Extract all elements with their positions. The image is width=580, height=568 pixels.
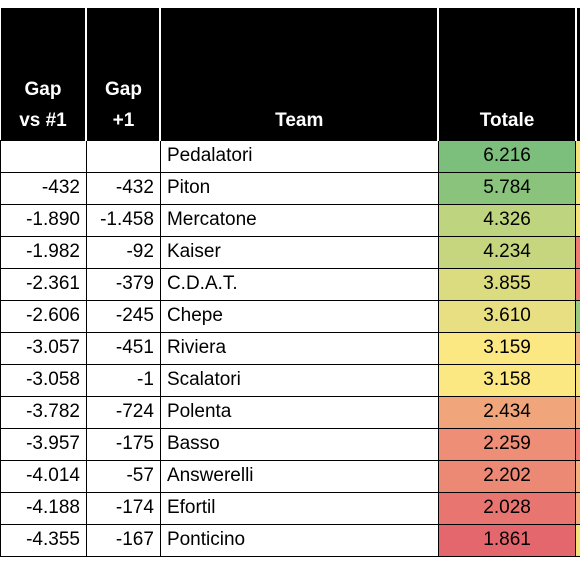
team-cell[interactable]: Scalatori: [159, 363, 439, 397]
gap-first-cell[interactable]: -1.890: [0, 203, 87, 237]
team-cell[interactable]: Efortil: [159, 491, 439, 525]
header-gap-prev-line2: +1: [112, 109, 135, 131]
header-team[interactable]: Team: [160, 8, 440, 140]
total-cell[interactable]: 3.855: [437, 267, 577, 301]
gap-prev-cell[interactable]: -432: [85, 171, 161, 205]
table-row: -432 -432 Piton 5.784: [0, 171, 580, 205]
gap-prev-cell[interactable]: -167: [85, 523, 161, 557]
next-column-cell[interactable]: [575, 235, 580, 269]
team-cell[interactable]: Mercatone: [159, 203, 439, 237]
total-cell[interactable]: 2.202: [437, 459, 577, 493]
gap-prev-cell[interactable]: -174: [85, 491, 161, 525]
gap-prev-cell[interactable]: -1: [85, 363, 161, 397]
total-cell[interactable]: 2.434: [437, 395, 577, 429]
gap-first-cell[interactable]: -1.982: [0, 235, 87, 269]
gap-first-cell[interactable]: -3.957: [0, 427, 87, 461]
gap-prev-cell[interactable]: -724: [85, 395, 161, 429]
gap-first-cell[interactable]: -3.058: [0, 363, 87, 397]
standings-table: Gap vs #1 Gap +1 Team Totale Pedalatori 6…: [0, 8, 580, 557]
next-column-cell[interactable]: [575, 395, 580, 429]
next-column-cell[interactable]: [575, 459, 580, 493]
next-column-cell[interactable]: [575, 139, 580, 173]
next-column-cell[interactable]: [575, 363, 580, 397]
total-cell[interactable]: 6.216: [437, 139, 577, 173]
team-cell[interactable]: C.D.A.T.: [159, 267, 439, 301]
team-cell[interactable]: Answerelli: [159, 459, 439, 493]
table-row: -2.606 -245 Chepe 3.610: [0, 299, 580, 333]
table-row: -3.057 -451 Riviera 3.159: [0, 331, 580, 365]
header-next-column[interactable]: [575, 8, 580, 140]
gap-prev-cell[interactable]: [85, 139, 161, 173]
team-cell[interactable]: Ponticino: [159, 523, 439, 557]
table-row: -3.058 -1 Scalatori 3.158: [0, 363, 580, 397]
gap-first-cell[interactable]: -3.782: [0, 395, 87, 429]
total-cell[interactable]: 2.259: [437, 427, 577, 461]
gap-first-cell[interactable]: -2.361: [0, 267, 87, 301]
table-row: Pedalatori 6.216: [0, 139, 580, 173]
table-row: -4.355 -167 Ponticino 1.861: [0, 523, 580, 557]
header-gap-first[interactable]: Gap vs #1: [0, 8, 88, 140]
team-cell[interactable]: Riviera: [159, 331, 439, 365]
team-cell[interactable]: Pedalatori: [159, 139, 439, 173]
gap-first-cell[interactable]: -4.188: [0, 491, 87, 525]
gap-first-cell[interactable]: -3.057: [0, 331, 87, 365]
header-gap-first-line2: vs #1: [19, 109, 67, 131]
next-column-cell[interactable]: [575, 427, 580, 461]
gap-prev-cell[interactable]: -379: [85, 267, 161, 301]
total-cell[interactable]: 3.158: [437, 363, 577, 397]
gap-first-cell[interactable]: -4.014: [0, 459, 87, 493]
header-gap-prev[interactable]: Gap +1: [86, 8, 162, 140]
header-gap-first-line1: Gap: [24, 78, 62, 100]
team-cell[interactable]: Chepe: [159, 299, 439, 333]
gap-prev-cell[interactable]: -57: [85, 459, 161, 493]
table-row: -1.890 -1.458 Mercatone 4.326: [0, 203, 580, 237]
total-cell[interactable]: 3.159: [437, 331, 577, 365]
table-row: -3.957 -175 Basso 2.259: [0, 427, 580, 461]
header-gap-prev-line1: Gap: [104, 78, 142, 100]
table-row: -3.782 -724 Polenta 2.434: [0, 395, 580, 429]
table-row: -1.982 -92 Kaiser 4.234: [0, 235, 580, 269]
header-total[interactable]: Totale: [438, 8, 577, 140]
gap-prev-cell[interactable]: -175: [85, 427, 161, 461]
table-row: -4.188 -174 Efortil 2.028: [0, 491, 580, 525]
next-column-cell[interactable]: [575, 331, 580, 365]
next-column-cell[interactable]: [575, 171, 580, 205]
gap-first-cell[interactable]: -2.606: [0, 299, 87, 333]
gap-first-cell[interactable]: -432: [0, 171, 87, 205]
next-column-cell[interactable]: [575, 523, 580, 557]
next-column-cell[interactable]: [575, 491, 580, 525]
total-cell[interactable]: 2.028: [437, 491, 577, 525]
next-column-cell[interactable]: [575, 267, 580, 301]
gap-first-cell[interactable]: -4.355: [0, 523, 87, 557]
gap-prev-cell[interactable]: -92: [85, 235, 161, 269]
total-cell[interactable]: 5.784: [437, 171, 577, 205]
total-cell[interactable]: 4.326: [437, 203, 577, 237]
header-row: Gap vs #1 Gap +1 Team Totale: [0, 8, 580, 140]
team-cell[interactable]: Basso: [159, 427, 439, 461]
total-cell[interactable]: 4.234: [437, 235, 577, 269]
table-body: Pedalatori 6.216 -432 -432 Piton 5.784 -1.890-…: [0, 139, 580, 557]
next-column-cell[interactable]: [575, 299, 580, 333]
next-column-cell[interactable]: [575, 203, 580, 237]
table-row: -2.361 -379 C.D.A.T. 3.855: [0, 267, 580, 301]
table-row: -4.014 -57 Answerelli 2.202: [0, 459, 580, 493]
gap-prev-cell[interactable]: -245: [85, 299, 161, 333]
gap-first-cell[interactable]: [0, 139, 87, 173]
total-cell[interactable]: 1.861: [437, 523, 577, 557]
gap-prev-cell[interactable]: -1.458: [85, 203, 161, 237]
team-cell[interactable]: Kaiser: [159, 235, 439, 269]
total-cell[interactable]: 3.610: [437, 299, 577, 333]
team-cell[interactable]: Polenta: [159, 395, 439, 429]
gap-prev-cell[interactable]: -451: [85, 331, 161, 365]
team-cell[interactable]: Piton: [159, 171, 439, 205]
